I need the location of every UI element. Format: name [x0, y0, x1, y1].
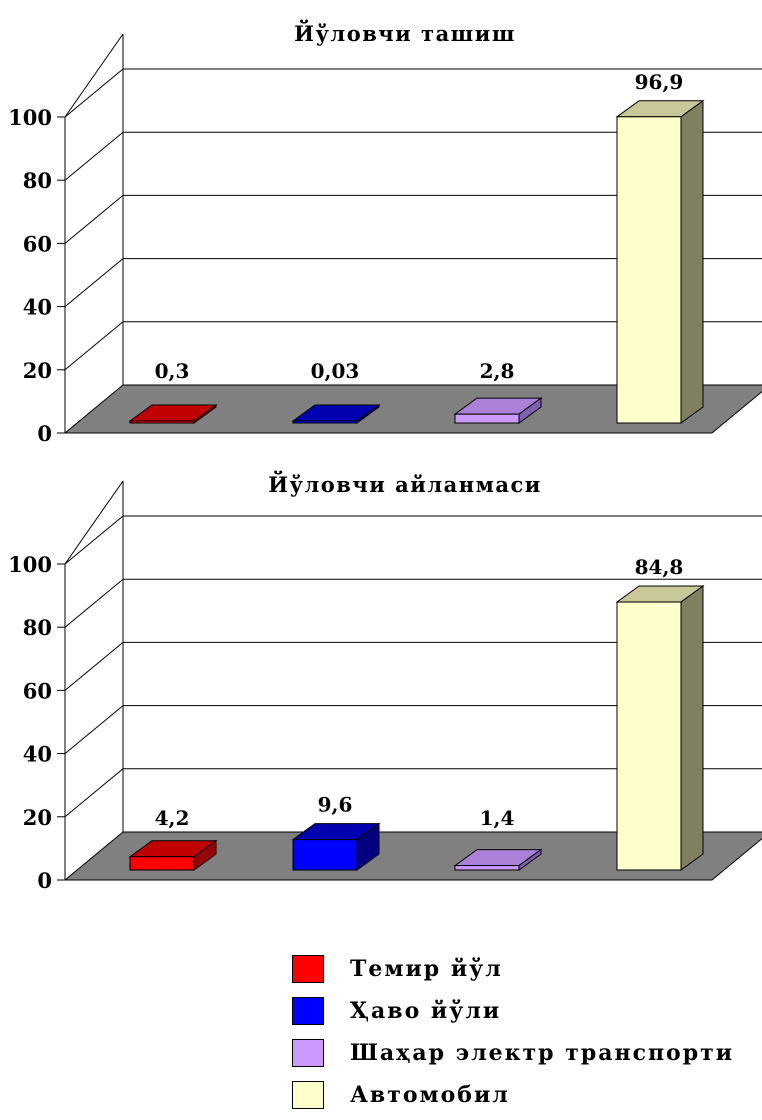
legend-label-railway: Темир йўл: [350, 956, 503, 982]
legend: Темир йўл Ҳаво йўли Шаҳар электр транспо…: [292, 952, 762, 1120]
legend-label-automobile: Автомобил: [350, 1082, 510, 1108]
legend-item-air: Ҳаво йўли: [292, 994, 762, 1036]
gridline-diagonal: [64, 578, 124, 628]
legend-label-air: Ҳаво йўли: [350, 998, 502, 1024]
data-label: 84,8: [635, 555, 684, 579]
data-label: 0,3: [155, 359, 190, 383]
gridline-diagonal: [64, 195, 124, 244]
legend-swatch-city-electric: [292, 1039, 324, 1067]
legend-item-railway: Темир йўл: [292, 952, 762, 994]
data-label: 2,8: [480, 359, 515, 383]
chart-1: Йўловчи ташиш 0 20 40 60 80 100 0,3 0,03 2,8 96,9: [8, 20, 762, 446]
data-label: 9,6: [318, 793, 353, 817]
data-label: 0,03: [311, 359, 360, 383]
gridline-diagonal: [64, 131, 124, 181]
chart-floor: [63, 384, 762, 434]
gridline-diagonal: [64, 768, 124, 818]
legend-label-city-electric: Шаҳар электр транспорти: [350, 1040, 735, 1066]
bar-city-electric: [453, 848, 543, 871]
gridline-diagonal: [64, 642, 124, 691]
y-tick-label: 80: [23, 615, 52, 640]
y-tick-label: 100: [8, 105, 52, 130]
data-label: 96,9: [635, 70, 684, 94]
bar-front-face: [616, 116, 682, 424]
bar-air: [291, 404, 381, 424]
legend-item-city-electric: Шаҳар электр транспорти: [292, 1036, 762, 1078]
chart-floor: [63, 831, 762, 881]
gridline-diagonal: [64, 515, 124, 565]
bar-front-face: [292, 420, 358, 424]
y-tick-label: 20: [23, 358, 52, 383]
chart-title: Йўловчи айланмаси: [268, 471, 542, 497]
bar-front-face: [129, 420, 195, 424]
gridline-diagonal: [64, 321, 124, 371]
gridline-diagonal: [64, 68, 124, 118]
bar-front-face: [292, 839, 358, 871]
y-tick-label: 40: [23, 742, 52, 767]
y-tick-label: 60: [23, 678, 52, 703]
y-tick-label: 40: [23, 295, 52, 320]
bar-front-face: [129, 856, 195, 871]
side-wall-top: [64, 33, 124, 118]
bar-railway: [128, 404, 218, 424]
bar-side-face: [680, 99, 704, 424]
gridline-diagonal: [64, 258, 124, 307]
legend-swatch-automobile: [292, 1081, 324, 1109]
side-wall-top: [64, 480, 124, 565]
bar-front-face: [616, 601, 682, 871]
legend-swatch-railway: [292, 955, 324, 983]
y-tick-label: 100: [8, 552, 52, 577]
y-tick-label: 20: [23, 805, 52, 830]
bar-city-electric: [453, 397, 543, 424]
bar-front-face: [454, 865, 520, 871]
bar-automobile: [615, 99, 705, 424]
bar-air: [291, 822, 381, 871]
y-tick-label: 0: [37, 421, 52, 446]
chart-2: Йўловчи айланмаси 0 20 40 60 80 100 4,2 9,6 1,4 84…: [8, 471, 762, 893]
chart-title: Йўловчи ташиш: [294, 20, 516, 46]
legend-item-automobile: Автомобил: [292, 1078, 762, 1120]
bar-front-face: [454, 413, 520, 424]
bar-railway: [128, 839, 218, 871]
bar-automobile: [615, 585, 705, 871]
y-tick-label: 60: [23, 231, 52, 256]
data-label: 1,4: [480, 806, 515, 830]
legend-swatch-air: [292, 997, 324, 1025]
data-label: 4,2: [155, 806, 190, 830]
y-tick-label: 80: [23, 168, 52, 193]
bar-side-face: [680, 585, 704, 871]
gridline-diagonal: [64, 705, 124, 754]
y-tick-label: 0: [37, 868, 52, 893]
